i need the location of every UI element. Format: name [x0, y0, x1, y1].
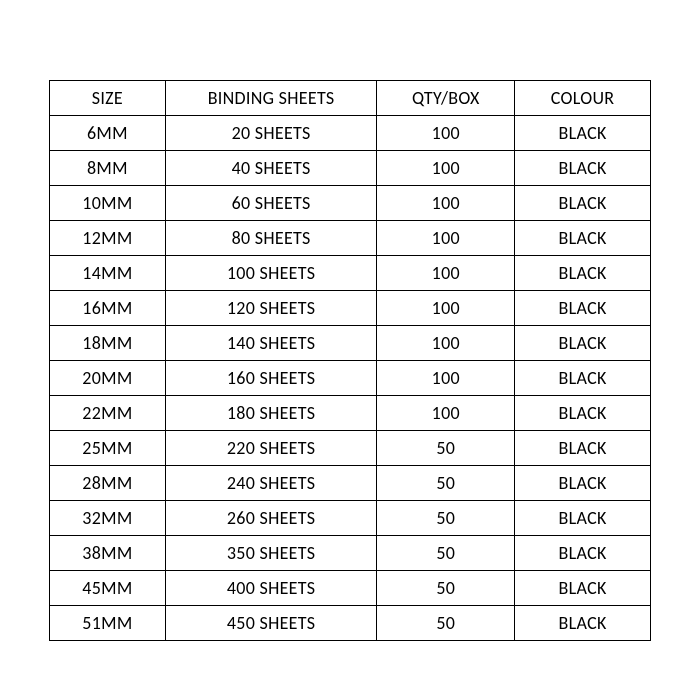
table-row: 22MM180 SHEETS100BLACK [50, 396, 651, 431]
cell-binding-sheets: 100 SHEETS [165, 256, 377, 291]
cell-binding-sheets: 120 SHEETS [165, 291, 377, 326]
table-header: SIZE BINDING SHEETS QTY/BOX COLOUR [50, 81, 651, 116]
table-row: 18MM140 SHEETS100BLACK [50, 326, 651, 361]
cell-binding-sheets: 400 SHEETS [165, 571, 377, 606]
cell-qty-box: 50 [377, 431, 515, 466]
table-row: 28MM240 SHEETS50BLACK [50, 466, 651, 501]
cell-binding-sheets: 40 SHEETS [165, 151, 377, 186]
cell-colour: BLACK [515, 116, 651, 151]
cell-binding-sheets: 260 SHEETS [165, 501, 377, 536]
table-row: 12MM80 SHEETS100BLACK [50, 221, 651, 256]
table-row: 25MM220 SHEETS50BLACK [50, 431, 651, 466]
cell-binding-sheets: 180 SHEETS [165, 396, 377, 431]
cell-colour: BLACK [515, 396, 651, 431]
cell-size: 8MM [50, 151, 166, 186]
cell-colour: BLACK [515, 571, 651, 606]
col-header-binding-sheets: BINDING SHEETS [165, 81, 377, 116]
cell-size: 45MM [50, 571, 166, 606]
cell-colour: BLACK [515, 501, 651, 536]
cell-size: 14MM [50, 256, 166, 291]
col-header-qty-box: QTY/BOX [377, 81, 515, 116]
cell-qty-box: 100 [377, 326, 515, 361]
table-row: 8MM40 SHEETS100BLACK [50, 151, 651, 186]
cell-size: 32MM [50, 501, 166, 536]
table-row: 14MM100 SHEETS100BLACK [50, 256, 651, 291]
cell-size: 6MM [50, 116, 166, 151]
cell-binding-sheets: 160 SHEETS [165, 361, 377, 396]
col-header-colour: COLOUR [515, 81, 651, 116]
cell-qty-box: 100 [377, 186, 515, 221]
table-row: 20MM160 SHEETS100BLACK [50, 361, 651, 396]
cell-qty-box: 100 [377, 221, 515, 256]
cell-colour: BLACK [515, 606, 651, 641]
cell-binding-sheets: 140 SHEETS [165, 326, 377, 361]
cell-size: 51MM [50, 606, 166, 641]
cell-size: 20MM [50, 361, 166, 396]
table-row: 16MM120 SHEETS100BLACK [50, 291, 651, 326]
cell-colour: BLACK [515, 291, 651, 326]
cell-size: 12MM [50, 221, 166, 256]
cell-colour: BLACK [515, 326, 651, 361]
cell-qty-box: 50 [377, 501, 515, 536]
col-header-size: SIZE [50, 81, 166, 116]
table-body: 6MM20 SHEETS100BLACK8MM40 SHEETS100BLACK… [50, 116, 651, 641]
cell-binding-sheets: 220 SHEETS [165, 431, 377, 466]
table-row: 45MM400 SHEETS50BLACK [50, 571, 651, 606]
cell-qty-box: 100 [377, 151, 515, 186]
table-row: 38MM350 SHEETS50BLACK [50, 536, 651, 571]
cell-qty-box: 50 [377, 571, 515, 606]
cell-binding-sheets: 450 SHEETS [165, 606, 377, 641]
cell-binding-sheets: 20 SHEETS [165, 116, 377, 151]
cell-binding-sheets: 350 SHEETS [165, 536, 377, 571]
table-header-row: SIZE BINDING SHEETS QTY/BOX COLOUR [50, 81, 651, 116]
cell-size: 16MM [50, 291, 166, 326]
cell-binding-sheets: 240 SHEETS [165, 466, 377, 501]
cell-colour: BLACK [515, 431, 651, 466]
cell-qty-box: 100 [377, 116, 515, 151]
spec-table: SIZE BINDING SHEETS QTY/BOX COLOUR 6MM20… [49, 80, 651, 641]
cell-qty-box: 100 [377, 256, 515, 291]
cell-size: 28MM [50, 466, 166, 501]
cell-qty-box: 50 [377, 536, 515, 571]
cell-qty-box: 50 [377, 606, 515, 641]
cell-size: 10MM [50, 186, 166, 221]
cell-qty-box: 100 [377, 361, 515, 396]
cell-qty-box: 50 [377, 466, 515, 501]
cell-binding-sheets: 60 SHEETS [165, 186, 377, 221]
cell-colour: BLACK [515, 256, 651, 291]
cell-binding-sheets: 80 SHEETS [165, 221, 377, 256]
table-row: 6MM20 SHEETS100BLACK [50, 116, 651, 151]
cell-colour: BLACK [515, 361, 651, 396]
cell-colour: BLACK [515, 466, 651, 501]
cell-size: 38MM [50, 536, 166, 571]
cell-size: 18MM [50, 326, 166, 361]
cell-qty-box: 100 [377, 291, 515, 326]
cell-colour: BLACK [515, 151, 651, 186]
cell-qty-box: 100 [377, 396, 515, 431]
cell-colour: BLACK [515, 536, 651, 571]
page: SIZE BINDING SHEETS QTY/BOX COLOUR 6MM20… [0, 0, 700, 700]
cell-size: 22MM [50, 396, 166, 431]
cell-colour: BLACK [515, 221, 651, 256]
cell-colour: BLACK [515, 186, 651, 221]
cell-size: 25MM [50, 431, 166, 466]
table-row: 32MM260 SHEETS50BLACK [50, 501, 651, 536]
table-row: 51MM450 SHEETS50BLACK [50, 606, 651, 641]
table-row: 10MM60 SHEETS100BLACK [50, 186, 651, 221]
